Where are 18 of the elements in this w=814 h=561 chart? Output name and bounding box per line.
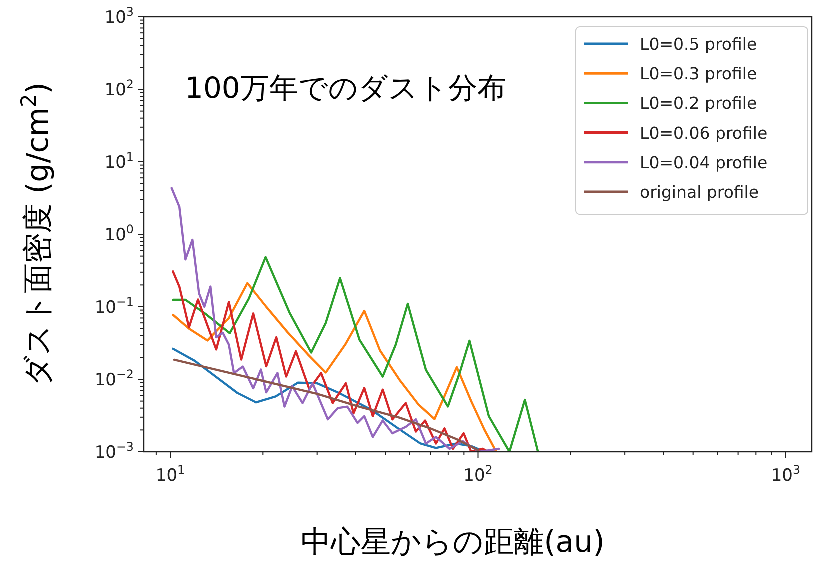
legend-label: original profile — [640, 183, 760, 202]
text: 100万年でのダスト分布 — [185, 71, 506, 105]
legend-label: L0=0.5 profile — [640, 35, 758, 54]
legend-label: L0=0.04 profile — [640, 153, 768, 172]
x-tick-label: 10$^{2}$ — [464, 463, 493, 486]
legend-label: L0=0.2 profile — [640, 94, 758, 114]
y-tick-label: 10$^{0}$ — [104, 222, 134, 246]
y-tick-label: 10$^{−3}$ — [94, 440, 134, 463]
y-tick-label: 10$^{3}$ — [104, 5, 134, 28]
y-tick-label: 10$^{2}$ — [104, 78, 134, 100]
x-tick-label: 10$^{1}$ — [156, 463, 186, 486]
y-tick-label: 10$^{−1}$ — [94, 295, 134, 318]
y-tick-label: 10$^{1}$ — [104, 150, 134, 173]
x-tick-label: 10$^{3}$ — [771, 463, 801, 486]
legend-label: L0=0.3 profile — [640, 64, 758, 84]
y-tick-label: 10$^{−2}$ — [94, 368, 134, 390]
legend-label: L0=0.06 profile — [640, 124, 768, 143]
x-axis-title: 中心星からの距離(au) — [301, 525, 605, 560]
